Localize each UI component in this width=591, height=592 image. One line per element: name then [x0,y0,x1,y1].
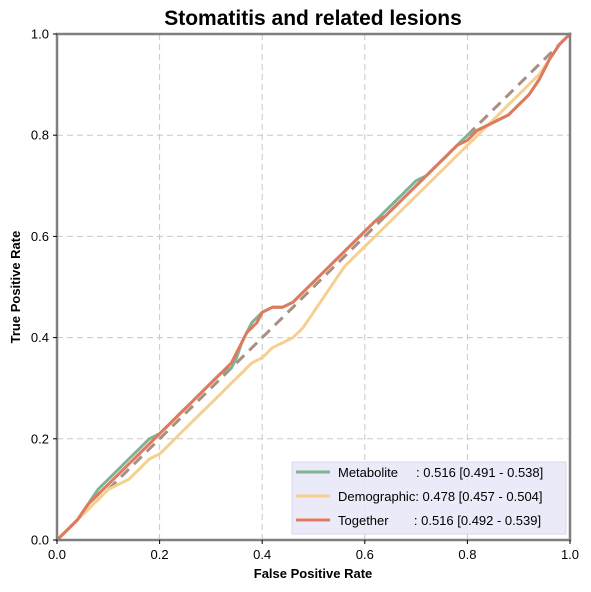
legend-entry-together: Together : 0.516 [0.492 - 0.539] [338,513,541,528]
x-axis-label: False Positive Rate [254,566,373,581]
x-tick-label: 0.8 [458,547,476,562]
plot-frame [55,32,572,542]
legend-entry-demographic: Demographic: 0.478 [0.457 - 0.504] [338,489,543,504]
x-tick-label: 0.0 [48,547,66,562]
x-tick-label: 1.0 [561,547,579,562]
series-layer [55,32,572,542]
reference-line-layer [55,32,572,542]
chart-title: Stomatitis and related lesions [164,7,462,30]
legend-entry-metabolite: Metabolite : 0.516 [0.491 - 0.538] [338,465,543,480]
x-tick-label: 0.4 [253,547,271,562]
y-tick-label: 0.2 [31,431,49,446]
y-tick-label: 0.4 [31,330,49,345]
ticks: 0.0 0.2 0.4 0.6 0.8 1.0 0.0 0.2 0.4 0.6 0.8 1.0 [31,27,579,563]
series-line-together [55,32,572,542]
y-axis-label: True Positive Rate [8,231,23,344]
y-tick-label: 0.6 [31,229,49,244]
legend: Metabolite : 0.516 [0.491 - 0.538] Demog… [291,461,567,535]
x-tick-label: 0.6 [356,547,374,562]
x-tick-label: 0.2 [151,547,169,562]
chance-reference-line [55,32,572,542]
y-tick-label: 1.0 [31,27,49,42]
grid [57,34,570,540]
y-tick-label: 0.8 [31,128,49,143]
series-line-demographic [55,32,572,542]
legend-box [291,461,567,535]
y-tick-label: 0.0 [31,533,49,548]
